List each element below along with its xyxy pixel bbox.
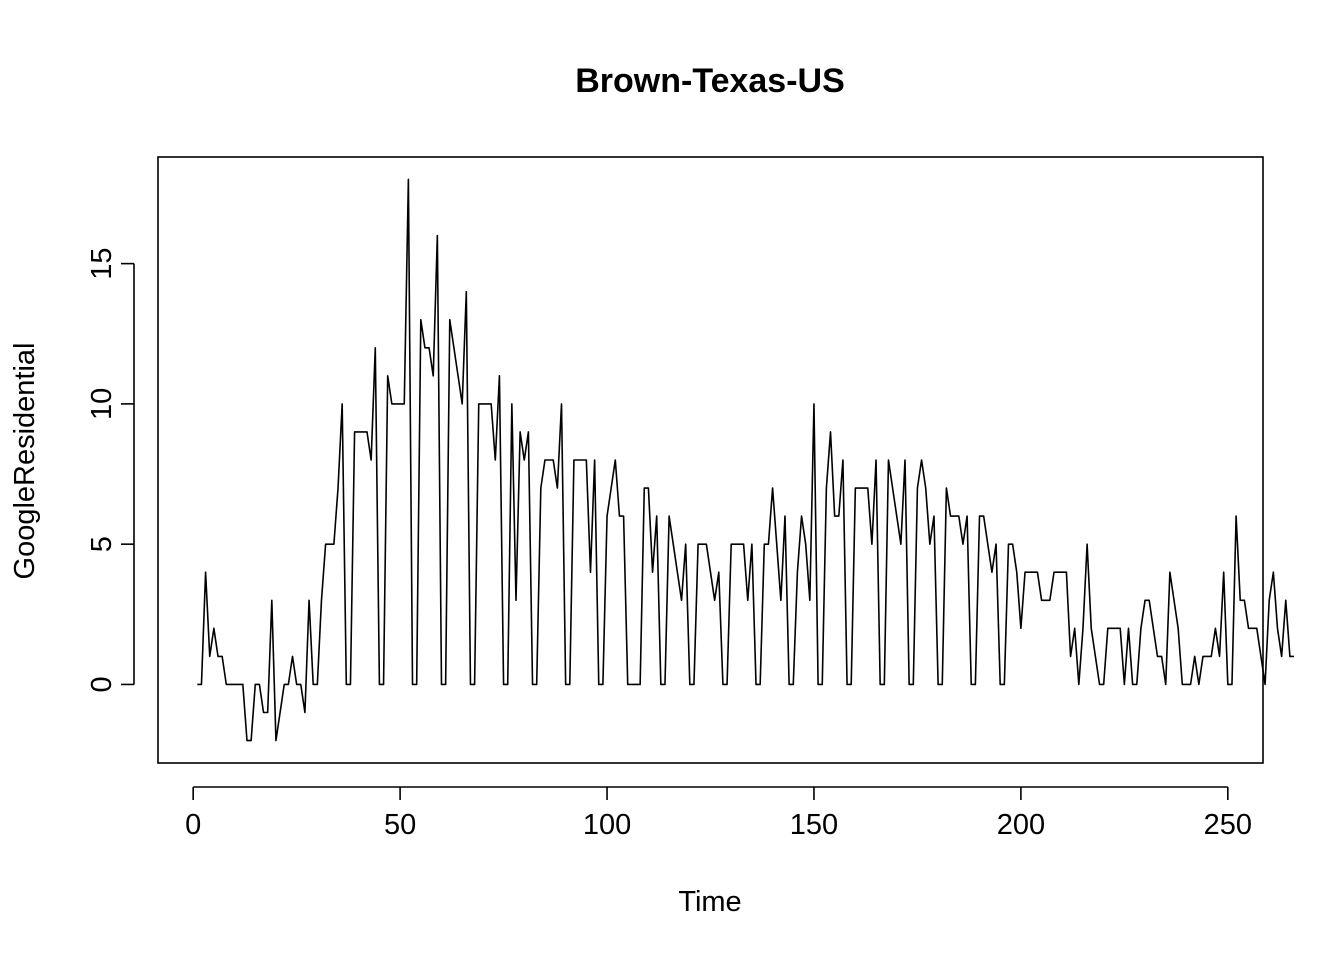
y-axis-label: GoogleResidential <box>9 343 41 580</box>
x-axis: 0 50 100 150 200 250 <box>185 786 1252 841</box>
y-tick-label: 10 <box>86 388 118 420</box>
y-tick-label: 0 <box>86 676 118 692</box>
chart-title: Brown-Texas-US <box>575 62 845 100</box>
plot-frame <box>157 156 1264 764</box>
series-line <box>197 178 1295 742</box>
x-tick-label: 250 <box>1204 809 1252 841</box>
series-group <box>197 178 1295 742</box>
x-tick-label: 200 <box>997 809 1045 841</box>
y-tick-label: 5 <box>86 536 118 552</box>
x-tick-label: 0 <box>185 809 201 841</box>
x-tick-label: 50 <box>384 809 416 841</box>
x-tick-label: 150 <box>790 809 838 841</box>
x-tick-label: 100 <box>583 809 631 841</box>
y-tick-label: 15 <box>86 247 118 279</box>
x-axis-label: Time <box>678 886 741 918</box>
y-axis: 0 5 10 15 <box>86 247 135 693</box>
